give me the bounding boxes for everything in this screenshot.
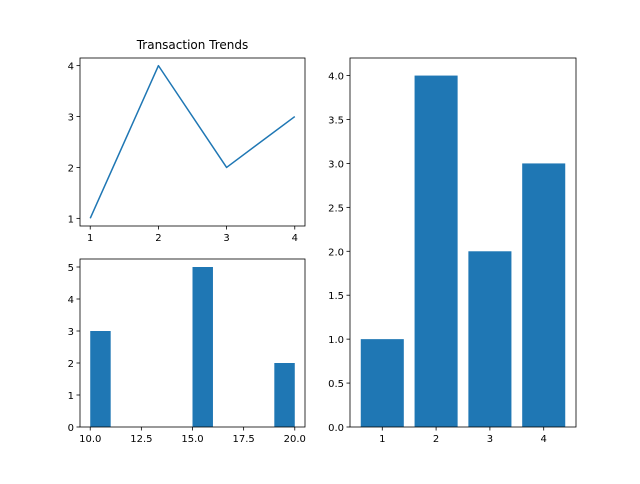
x-tick-label: 20.0 <box>284 434 306 445</box>
axes-frame <box>79 258 306 428</box>
y-tick-label: 2 <box>68 359 74 370</box>
bar <box>468 251 512 427</box>
x-tick-label: 4 <box>541 434 547 445</box>
series-line <box>89 64 296 219</box>
axes-1: 1 2 3 4 1 2 3 4 Transaction Trends <box>68 38 298 244</box>
y-tick-label: 4.0 <box>328 72 344 83</box>
y-tick-label: 2 <box>68 163 74 174</box>
y-tick-label: 1 <box>68 214 74 225</box>
x-tick-label: 2 <box>155 233 161 244</box>
x-tick-label: 1 <box>379 434 385 445</box>
y-tick-label: 1.0 <box>328 335 344 346</box>
y-tick-label: 1 <box>68 391 74 402</box>
x-tick-label: 2 <box>433 434 439 445</box>
chart-title: Transaction Trends <box>136 38 249 52</box>
y-tick-label: 3 <box>68 113 74 124</box>
y-tick-label: 2.5 <box>328 203 344 214</box>
bar <box>522 163 566 427</box>
x-tick-label: 17.5 <box>233 434 255 445</box>
y-tick-label: 4 <box>68 295 74 306</box>
axes-3: 0.0 0.5 1.0 1.5 2.0 2.5 3.0 3.5 4.0 1 2 3 4 <box>328 72 547 445</box>
y-tick-label: 1.5 <box>328 291 344 302</box>
y-tick-label: 2.0 <box>328 247 344 258</box>
bar <box>192 267 213 427</box>
x-tick-label: 1 <box>87 233 93 244</box>
x-tick-label: 4 <box>292 233 298 244</box>
y-tick-label: 5 <box>68 263 74 274</box>
y-tick-label: 3 <box>68 327 74 338</box>
axes-frame <box>349 57 577 428</box>
y-tick-label: 0 <box>68 423 74 434</box>
x-tick-label: 12.5 <box>130 434 152 445</box>
y-tick-label: 0.0 <box>328 423 344 434</box>
y-tick-label: 0.5 <box>328 379 344 390</box>
x-tick-label: 3 <box>487 434 493 445</box>
axes-frame <box>79 57 306 227</box>
bar <box>90 331 111 427</box>
x-tick-label: 3 <box>223 233 229 244</box>
x-tick-label: 10.0 <box>79 434 101 445</box>
y-tick-label: 3.5 <box>328 116 344 127</box>
y-tick-label: 4 <box>68 62 74 73</box>
bar <box>414 75 458 428</box>
y-tick-label: 3.0 <box>328 159 344 170</box>
bar <box>360 339 404 427</box>
x-tick-label: 15.0 <box>181 434 203 445</box>
bar <box>274 363 295 427</box>
axes-2: 0 1 2 3 4 5 10.0 12.5 15.0 17.5 20.0 <box>68 263 306 445</box>
